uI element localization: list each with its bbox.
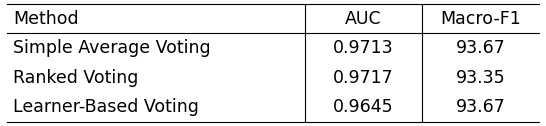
Text: Macro-F1: Macro-F1	[441, 10, 521, 28]
Text: 0.9645: 0.9645	[333, 98, 394, 116]
Text: Simple Average Voting: Simple Average Voting	[13, 39, 211, 57]
Text: 0.9717: 0.9717	[333, 69, 394, 87]
Text: Method: Method	[13, 10, 79, 28]
Text: Learner-Based Voting: Learner-Based Voting	[13, 98, 199, 116]
Text: AUC: AUC	[345, 10, 382, 28]
Text: 93.67: 93.67	[456, 39, 506, 57]
Text: 93.35: 93.35	[456, 69, 506, 87]
Text: 93.67: 93.67	[456, 98, 506, 116]
Text: 0.9713: 0.9713	[333, 39, 394, 57]
Text: Ranked Voting: Ranked Voting	[13, 69, 139, 87]
